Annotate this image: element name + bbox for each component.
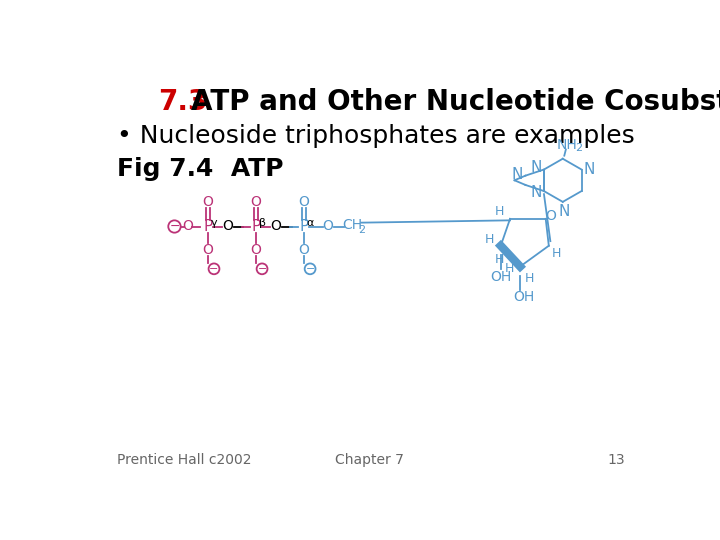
Text: N: N xyxy=(584,162,595,177)
Text: P: P xyxy=(203,219,212,234)
Text: CH: CH xyxy=(342,218,362,232)
Text: N: N xyxy=(531,160,542,176)
Text: O: O xyxy=(251,195,261,209)
Text: 2: 2 xyxy=(358,225,365,234)
Text: H: H xyxy=(525,272,534,285)
Text: γ: γ xyxy=(211,218,217,228)
Text: O: O xyxy=(545,209,556,222)
Text: OH: OH xyxy=(513,291,535,305)
Text: −: − xyxy=(169,220,180,233)
Text: O: O xyxy=(251,242,261,256)
Text: 7.3: 7.3 xyxy=(158,88,207,116)
Text: O: O xyxy=(222,219,233,233)
Text: H: H xyxy=(505,261,514,274)
Text: N: N xyxy=(512,167,523,181)
Text: H: H xyxy=(485,233,495,246)
Text: −: − xyxy=(257,264,266,274)
Text: O: O xyxy=(202,242,213,256)
Text: O: O xyxy=(299,242,310,256)
Text: • Nucleoside triphosphates are examples: • Nucleoside triphosphates are examples xyxy=(117,124,635,148)
Text: O: O xyxy=(323,219,333,233)
Text: H: H xyxy=(495,205,504,218)
Text: −: − xyxy=(305,264,315,274)
Text: H: H xyxy=(495,253,504,266)
Text: H: H xyxy=(552,247,561,260)
Text: Prentice Hall c2002: Prentice Hall c2002 xyxy=(117,453,251,467)
Text: N: N xyxy=(531,185,542,200)
Text: 2: 2 xyxy=(575,143,582,153)
Text: Fig 7.4  ATP: Fig 7.4 ATP xyxy=(117,157,284,181)
Text: N: N xyxy=(559,204,570,219)
Text: OH: OH xyxy=(490,269,511,284)
Text: Chapter 7: Chapter 7 xyxy=(335,453,403,467)
Text: O: O xyxy=(299,195,310,209)
Text: P: P xyxy=(251,219,261,234)
Text: NH: NH xyxy=(557,138,577,152)
Text: P: P xyxy=(300,219,309,234)
Text: O: O xyxy=(271,219,282,233)
Text: O: O xyxy=(202,195,213,209)
Text: ATP and Other Nucleotide Cosubstrates: ATP and Other Nucleotide Cosubstrates xyxy=(191,88,720,116)
Text: −: − xyxy=(210,264,219,274)
Text: 13: 13 xyxy=(607,453,625,467)
Text: β: β xyxy=(258,218,266,228)
Text: O: O xyxy=(182,219,193,233)
Text: α: α xyxy=(307,218,314,228)
